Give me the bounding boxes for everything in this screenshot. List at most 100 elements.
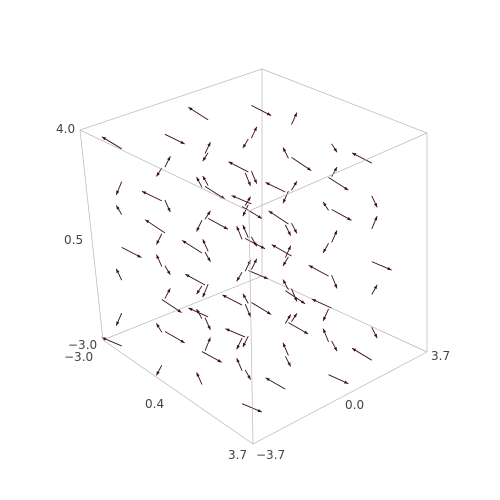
field-arrowhead <box>207 325 211 330</box>
field-arrowhead <box>373 284 378 290</box>
field-arrowhead <box>253 179 257 184</box>
field-arrowhead <box>347 217 352 221</box>
field-arrowhead <box>188 107 193 111</box>
field-arrowhead <box>207 142 211 147</box>
arrows-layer <box>101 104 392 413</box>
field-arrowhead <box>156 240 160 245</box>
field-arrowhead <box>223 225 228 230</box>
field-arrowhead <box>263 275 269 279</box>
field-arrowhead <box>207 257 211 262</box>
field-arrowhead <box>293 313 297 318</box>
field-arrowhead <box>196 227 200 232</box>
field-arrowhead <box>137 254 142 258</box>
field-arrowhead <box>374 203 378 208</box>
field-arrowhead <box>287 245 291 251</box>
field-arrowhead <box>287 231 291 236</box>
box-edge <box>79 68 263 131</box>
field-arrowhead <box>283 261 287 266</box>
field-arrowhead <box>287 362 291 367</box>
field-arrowhead <box>247 312 251 317</box>
field-arrowhead <box>242 293 247 299</box>
box-edge <box>252 351 428 445</box>
field-arrowhead <box>253 242 257 247</box>
field-arrowhead <box>300 300 306 304</box>
field-arrowhead <box>323 248 327 253</box>
field-arrowhead <box>283 279 287 284</box>
box-edge <box>79 129 104 341</box>
field-arrowhead <box>247 375 251 380</box>
field-arrowhead <box>287 314 291 319</box>
field-arrowhead <box>333 147 338 153</box>
y-tick-mid: 0.0 <box>345 398 364 412</box>
field-arrowhead <box>196 177 200 182</box>
field-arrowhead <box>236 276 241 282</box>
field-arrowhead <box>217 359 222 363</box>
field-arrowhead <box>116 321 120 326</box>
box-edge <box>102 339 254 445</box>
field-arrowhead <box>268 210 273 215</box>
field-arrowhead <box>196 309 200 314</box>
x-tick-start: −3.0 <box>64 350 93 364</box>
field-arrowhead <box>180 339 185 343</box>
field-arrowhead <box>293 112 297 117</box>
box-edge <box>102 275 263 341</box>
box-edge <box>79 129 250 212</box>
field-arrowhead <box>116 268 120 274</box>
field-arrowhead <box>231 195 236 199</box>
field-arrowhead <box>387 266 392 271</box>
field-arrowhead <box>225 328 230 332</box>
field-arrowhead <box>177 309 182 313</box>
y-tick-start: −3.7 <box>256 448 285 462</box>
field-arrowhead <box>334 284 338 289</box>
field-arrowhead <box>207 337 211 342</box>
field-arrowhead <box>260 245 265 249</box>
field-arrowhead <box>344 186 349 191</box>
field-arrowhead <box>180 140 185 144</box>
field-arrowhead <box>283 147 287 152</box>
field-arrowhead <box>283 198 287 204</box>
field-arrowhead <box>303 330 309 334</box>
field-arrowhead <box>145 219 150 224</box>
field-arrowhead <box>236 345 240 350</box>
field-arrowhead <box>167 156 171 161</box>
field-arrowhead <box>236 358 240 363</box>
field-arrowhead <box>116 205 120 210</box>
field-arrowhead <box>182 240 187 244</box>
field-arrowhead <box>156 323 160 328</box>
field-arrowhead <box>202 175 207 181</box>
field-arrowhead <box>333 230 338 235</box>
field-arrowhead <box>265 377 270 382</box>
field-arrowhead <box>323 328 327 333</box>
field-arrowhead <box>202 239 206 244</box>
field-arrowhead <box>271 244 276 248</box>
field-arrowhead <box>167 288 171 293</box>
field-arrowhead <box>257 215 262 219</box>
field-arrowhead <box>242 342 247 348</box>
field-arrowhead <box>307 167 312 171</box>
box-back-edges <box>79 68 428 353</box>
field-arrowhead <box>101 136 107 141</box>
field-arrowhead <box>257 409 262 413</box>
z-tick-top: 4.0 <box>56 122 75 136</box>
field-arrowhead <box>253 126 257 132</box>
field-arrowhead <box>293 229 297 234</box>
field-arrowhead <box>344 380 349 384</box>
field-arrowhead <box>265 182 270 186</box>
field-arrowhead <box>236 226 240 231</box>
field-arrowhead <box>308 265 314 269</box>
field-arrowhead <box>373 333 378 339</box>
field-arrowhead <box>242 225 246 230</box>
field-arrowhead <box>266 311 272 315</box>
field-arrowhead <box>351 152 357 157</box>
field-arrowhead <box>323 201 327 207</box>
field-arrowhead <box>323 316 327 321</box>
field-arrowhead <box>196 372 200 377</box>
x-tick-mid: 0.4 <box>145 397 164 411</box>
z-tick-mid: 0.5 <box>64 233 83 247</box>
field-arrowhead <box>374 216 378 221</box>
field-arrowhead <box>206 210 211 216</box>
field-arrowhead <box>253 258 257 264</box>
field-arrowhead <box>228 161 233 165</box>
field-arrowhead <box>188 307 193 312</box>
